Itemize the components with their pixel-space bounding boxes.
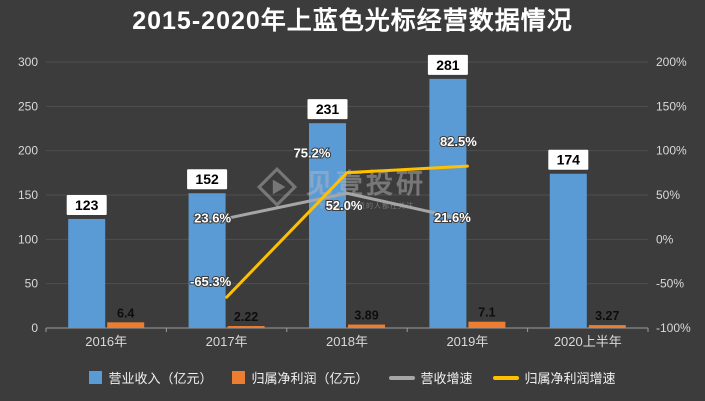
bar-value-box bbox=[548, 149, 589, 170]
x-axis-label: 2020上半年 bbox=[554, 334, 622, 349]
legend-item-revenue-growth[interactable]: 营收增速 bbox=[388, 368, 473, 387]
line-value-label: 21.6% bbox=[434, 210, 471, 225]
legend-item-revenue[interactable]: 营业收入（亿元） bbox=[89, 368, 212, 387]
x-axis-label: 2016年 bbox=[85, 334, 127, 349]
legend-swatch-revenue bbox=[89, 371, 103, 384]
left-axis-tick-label: 150 bbox=[18, 188, 38, 202]
bar-value-label: 123 bbox=[75, 197, 99, 213]
bar-value-label: 7.1 bbox=[478, 306, 495, 320]
right-axis-tick-label: 200% bbox=[656, 55, 687, 69]
bar-value-box bbox=[427, 54, 468, 75]
x-axis-label: 2019年 bbox=[446, 334, 488, 349]
bar[interactable] bbox=[588, 325, 626, 328]
right-axis-tick-label: -50% bbox=[656, 277, 684, 291]
left-axis-tick-label: 0 bbox=[31, 321, 38, 335]
bar-value-label: 6.4 bbox=[117, 306, 134, 320]
bar-value-label: 2.22 bbox=[234, 310, 258, 324]
legend-label-revenue-growth: 营收增速 bbox=[420, 371, 473, 386]
right-axis-tick-label: 0% bbox=[656, 232, 674, 246]
legend-item-net-profit[interactable]: 归属净利润（亿元） bbox=[232, 368, 369, 387]
left-axis-tick-label: 300 bbox=[18, 55, 38, 69]
right-axis-tick-label: 100% bbox=[656, 144, 687, 158]
line-value-label: 52.0% bbox=[326, 198, 363, 213]
bar[interactable] bbox=[429, 78, 467, 328]
line-value-label: 82.5% bbox=[440, 134, 477, 149]
line-value-label: 23.6% bbox=[194, 210, 231, 225]
legend-label-net-profit: 归属净利润（亿元） bbox=[251, 371, 369, 386]
chart-title: 2015-2020年上蓝色光标经营数据情况 bbox=[132, 7, 573, 35]
line-series[interactable] bbox=[225, 191, 469, 222]
right-axis-tick-label: 50% bbox=[656, 188, 680, 202]
line-value-label: 75.2% bbox=[294, 146, 331, 161]
legend-swatch-net-profit bbox=[232, 371, 246, 384]
bar-value-box bbox=[187, 169, 228, 190]
bar-value-label: 174 bbox=[557, 152, 581, 168]
bar[interactable] bbox=[188, 193, 226, 328]
bar[interactable] bbox=[107, 322, 145, 328]
line-series[interactable] bbox=[225, 164, 469, 299]
legend-swatch-revenue-growth bbox=[388, 375, 415, 380]
legend-swatch-net-profit-growth bbox=[492, 375, 519, 380]
left-axis-tick-label: 50 bbox=[25, 277, 39, 291]
bar-value-label: 3.89 bbox=[354, 309, 378, 323]
legend-label-net-profit-growth: 归属净利润增速 bbox=[524, 371, 616, 386]
left-axis-tick-label: 250 bbox=[18, 99, 38, 113]
bar[interactable] bbox=[68, 218, 106, 328]
legend: 营业收入（亿元） 归属净利润（亿元） 营收增速 归属净利润增速 bbox=[0, 368, 705, 387]
bar-value-label: 231 bbox=[316, 101, 340, 117]
bar[interactable] bbox=[348, 324, 385, 328]
bar-value-label: 152 bbox=[195, 171, 219, 187]
bar-value-box bbox=[307, 99, 348, 120]
bar[interactable] bbox=[549, 173, 587, 328]
legend-label-revenue: 营业收入（亿元） bbox=[108, 371, 213, 386]
right-axis-tick-label: 150% bbox=[656, 99, 687, 113]
left-axis-tick-label: 100 bbox=[18, 232, 38, 246]
x-axis-label: 2017年 bbox=[206, 334, 248, 349]
bar-value-box bbox=[66, 194, 107, 215]
bar[interactable] bbox=[468, 321, 506, 328]
x-axis-label: 2018年 bbox=[326, 334, 368, 349]
left-axis-tick-label: 200 bbox=[18, 144, 38, 158]
bar-value-label: 281 bbox=[436, 57, 460, 73]
bar[interactable] bbox=[309, 123, 346, 329]
legend-item-net-profit-growth[interactable]: 归属净利润增速 bbox=[492, 368, 616, 387]
bar-value-label: 3.27 bbox=[595, 309, 619, 323]
line-value-label: -65.3% bbox=[190, 274, 232, 289]
right-axis-tick-label: -100% bbox=[656, 321, 691, 335]
bar[interactable] bbox=[227, 326, 265, 328]
